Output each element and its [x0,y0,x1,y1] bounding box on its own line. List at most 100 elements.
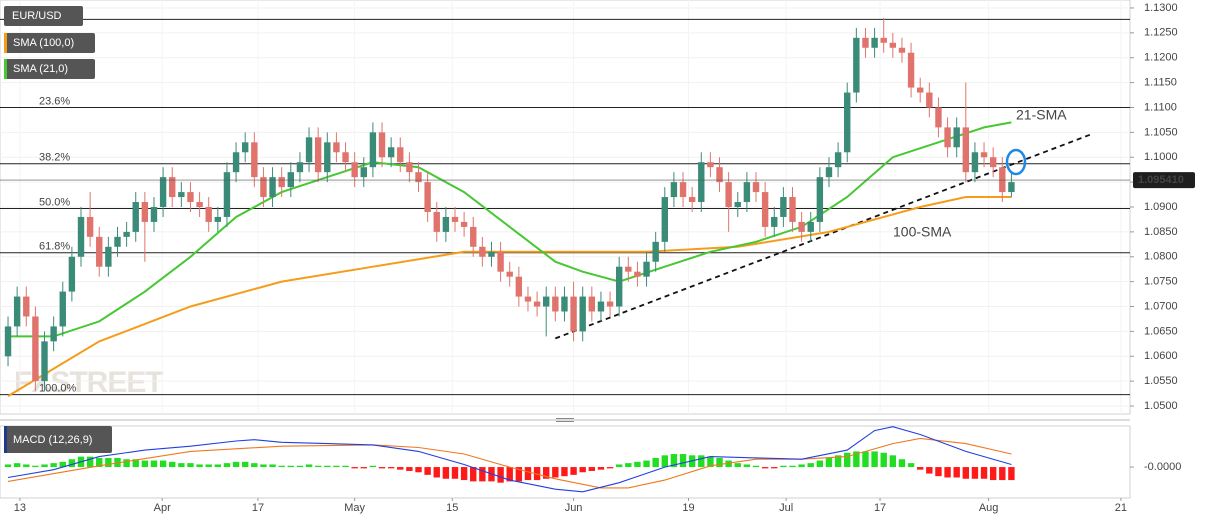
sma-tag-label: SMA (21,0) [13,63,68,75]
y-tick-label: 1.1000 [1144,151,1178,163]
candle-body [451,216,459,222]
macd-bar [41,464,48,468]
macd-bar [816,460,824,468]
candle-body [917,87,924,93]
macd-bar [50,463,57,468]
macd-bar [269,464,276,468]
candle-body [23,296,30,317]
candle-body [123,231,130,237]
macd-bar [725,460,732,468]
candle-body [561,296,568,312]
last-price-label: 1.095410 [1138,174,1184,186]
macd-bar [86,456,94,468]
macd-bar [4,464,12,468]
macd-bar [415,467,422,473]
macd-bar [360,467,367,469]
candle-body [926,92,933,108]
candle-body [953,127,960,148]
y-tick-label: 1.1100 [1144,101,1177,113]
y-tick-label: 1.0550 [1144,375,1178,387]
macd-bar [214,464,222,468]
macd-bar [825,457,833,468]
x-tick-label: 17 [874,502,886,514]
candle-body [460,221,468,227]
macd-bar [460,467,468,481]
candle-body [86,216,94,237]
y-tick-label: 1.1300 [1144,2,1178,14]
macd-bar [789,465,796,468]
macd-bar [853,451,860,468]
macd-bar [351,467,358,469]
macd-bar [123,459,130,468]
candle-body [771,216,778,227]
macd-bar [597,467,605,470]
macd-bar [999,467,1006,481]
macd-bar [926,467,933,474]
candle-body [241,142,249,153]
candle-body [77,216,85,257]
candle-body [606,301,614,307]
macd-bar [606,467,614,469]
macd-bar [807,463,814,468]
macd-bar [296,465,304,468]
x-tick-label: 21 [1115,502,1127,514]
macd-bar [1008,467,1015,481]
macd-tag [4,426,112,453]
candle-body [132,202,139,232]
macd-bar [451,467,459,479]
macd-bar [342,465,349,468]
macd-bar [935,467,942,477]
macd-bar [150,460,158,468]
macd-bar [96,457,103,468]
candle-body [397,147,404,163]
macd-bar [643,460,650,468]
macd-bar [470,467,477,482]
candle-body [269,177,276,198]
y-tick-label: 1.1250 [1144,27,1178,39]
macd-bar [543,467,550,479]
candle-body [333,142,340,153]
candle-body [652,241,659,262]
y-tick-label: -0.0000 [1144,461,1181,473]
candle-body [980,152,988,158]
candle-body [1008,182,1015,193]
candle-body [506,271,513,277]
candle-body [889,42,897,48]
macd-bar [479,467,486,482]
candle-body [962,127,970,173]
candle-body [497,251,504,272]
macd-bar [506,467,513,482]
candle-body [442,216,450,232]
y-tick-label: 1.0650 [1144,325,1178,337]
candle-body [725,182,732,207]
x-tick-label: May [344,502,365,514]
macd-bar [780,465,787,468]
candle-body [834,152,842,168]
candle-body [679,182,687,198]
candle-body [588,296,596,312]
candle-body [515,276,523,297]
candle-body [543,296,550,307]
y-tick-label: 1.0500 [1144,400,1178,412]
macd-bar [178,463,185,468]
macd-bar [907,463,915,468]
macd-bar [159,460,167,468]
candle-body [935,107,942,128]
candle-body [625,266,632,272]
macd-bar [515,467,523,482]
sma-tag-swatch [4,33,7,53]
candle-body [479,246,486,257]
macd-bar [105,457,112,468]
candle-body [141,202,149,222]
macd-bar [570,467,577,475]
candle-body [251,142,258,178]
macd-bar [23,464,30,468]
candle-body [415,172,422,183]
macd-bar [187,463,194,468]
macd-bar [670,454,678,468]
macd-bar [944,467,951,478]
signal-line [7,437,1012,489]
macd-bar [433,467,440,478]
candle-body [734,202,741,207]
